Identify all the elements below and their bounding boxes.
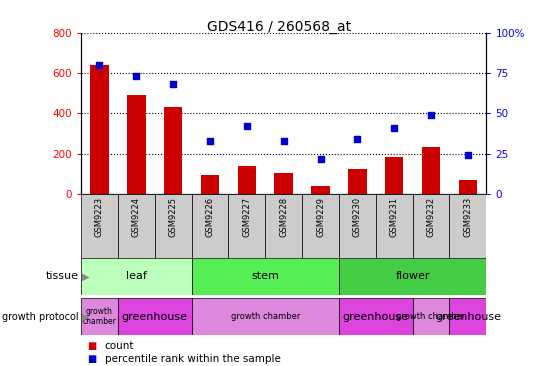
Text: ▶: ▶ — [82, 311, 89, 322]
Text: GSM9233: GSM9233 — [463, 197, 472, 238]
Bar — [339, 298, 413, 335]
Text: greenhouse: greenhouse — [343, 311, 409, 322]
Text: count: count — [105, 341, 134, 351]
Text: ▶: ▶ — [82, 271, 89, 281]
Text: percentile rank within the sample: percentile rank within the sample — [105, 354, 281, 365]
Bar — [422, 147, 440, 194]
Text: growth protocol: growth protocol — [2, 311, 78, 322]
Bar — [81, 194, 118, 258]
Bar — [449, 298, 486, 335]
Bar — [81, 298, 118, 335]
Bar — [376, 194, 413, 258]
Bar — [238, 166, 256, 194]
Bar — [192, 194, 229, 258]
Point — [132, 74, 141, 79]
Bar — [118, 298, 192, 335]
Text: tissue: tissue — [45, 271, 78, 281]
Text: growth
chamber: growth chamber — [83, 307, 116, 326]
Text: GDS416 / 260568_at: GDS416 / 260568_at — [207, 20, 352, 34]
Bar — [192, 298, 339, 335]
Bar — [155, 194, 192, 258]
Text: GSM9228: GSM9228 — [279, 197, 288, 237]
Bar — [449, 194, 486, 258]
Bar — [459, 180, 477, 194]
Text: ■: ■ — [87, 354, 96, 365]
Point — [390, 125, 399, 131]
Bar — [118, 194, 155, 258]
Point — [206, 138, 215, 144]
Bar — [348, 169, 367, 194]
Bar — [164, 108, 182, 194]
Bar — [413, 194, 449, 258]
Text: leaf: leaf — [126, 271, 147, 281]
Point — [95, 62, 104, 68]
Bar — [192, 258, 339, 295]
Text: ■: ■ — [87, 341, 96, 351]
Bar — [266, 194, 302, 258]
Bar — [90, 65, 108, 194]
Bar — [302, 194, 339, 258]
Bar — [385, 157, 404, 194]
Text: GSM9225: GSM9225 — [169, 197, 178, 237]
Text: GSM9227: GSM9227 — [243, 197, 252, 237]
Text: flower: flower — [395, 271, 430, 281]
Bar — [274, 173, 293, 194]
Bar — [413, 298, 449, 335]
Point — [169, 82, 178, 87]
Text: GSM9230: GSM9230 — [353, 197, 362, 237]
Text: GSM9231: GSM9231 — [390, 197, 399, 237]
Bar — [201, 175, 219, 194]
Text: greenhouse: greenhouse — [122, 311, 188, 322]
Bar — [81, 258, 192, 295]
Text: growth chamber: growth chamber — [230, 312, 300, 321]
Point — [463, 152, 472, 158]
Text: GSM9223: GSM9223 — [95, 197, 104, 237]
Bar — [229, 194, 266, 258]
Bar — [339, 194, 376, 258]
Bar — [127, 96, 145, 194]
Text: GSM9224: GSM9224 — [132, 197, 141, 237]
Point — [316, 156, 325, 161]
Point — [427, 112, 435, 118]
Bar — [311, 186, 330, 194]
Text: GSM9226: GSM9226 — [206, 197, 215, 237]
Text: GSM9232: GSM9232 — [427, 197, 435, 237]
Text: GSM9229: GSM9229 — [316, 197, 325, 237]
Text: growth chamber: growth chamber — [396, 312, 466, 321]
Point — [353, 136, 362, 142]
Point — [243, 123, 252, 129]
Text: greenhouse: greenhouse — [435, 311, 501, 322]
Text: stem: stem — [252, 271, 279, 281]
Point — [279, 138, 288, 144]
Bar — [339, 258, 486, 295]
